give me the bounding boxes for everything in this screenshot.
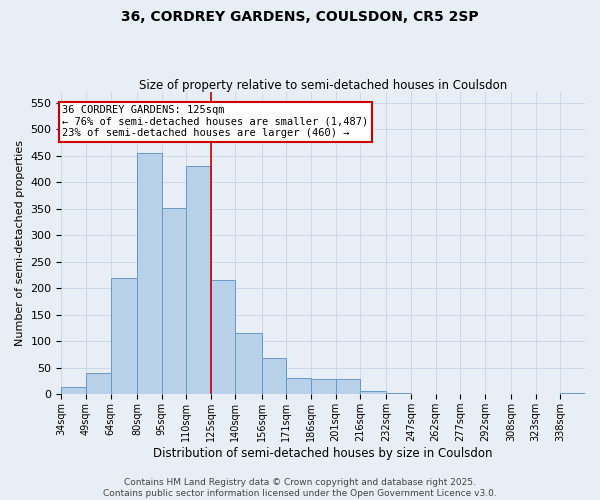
- Bar: [137, 153, 161, 394]
- Y-axis label: Number of semi-detached properties: Number of semi-detached properties: [15, 140, 25, 346]
- Text: 36 CORDREY GARDENS: 125sqm
← 76% of semi-detached houses are smaller (1,487)
23%: 36 CORDREY GARDENS: 125sqm ← 76% of semi…: [62, 106, 368, 138]
- Bar: [335, 380, 360, 394]
- Title: Size of property relative to semi-detached houses in Coulsdon: Size of property relative to semi-detach…: [139, 79, 508, 92]
- Bar: [61, 388, 86, 394]
- Text: Contains HM Land Registry data © Crown copyright and database right 2025.
Contai: Contains HM Land Registry data © Crown c…: [103, 478, 497, 498]
- Bar: [110, 278, 137, 394]
- Bar: [86, 373, 110, 394]
- Bar: [262, 358, 286, 395]
- Bar: [186, 166, 211, 394]
- Bar: [211, 280, 235, 394]
- Bar: [386, 393, 411, 394]
- Bar: [560, 392, 585, 394]
- Bar: [161, 208, 186, 394]
- X-axis label: Distribution of semi-detached houses by size in Coulsdon: Distribution of semi-detached houses by …: [154, 447, 493, 460]
- Bar: [286, 378, 311, 394]
- Bar: [235, 334, 262, 394]
- Text: 36, CORDREY GARDENS, COULSDON, CR5 2SP: 36, CORDREY GARDENS, COULSDON, CR5 2SP: [121, 10, 479, 24]
- Bar: [311, 380, 335, 394]
- Bar: [360, 390, 386, 394]
